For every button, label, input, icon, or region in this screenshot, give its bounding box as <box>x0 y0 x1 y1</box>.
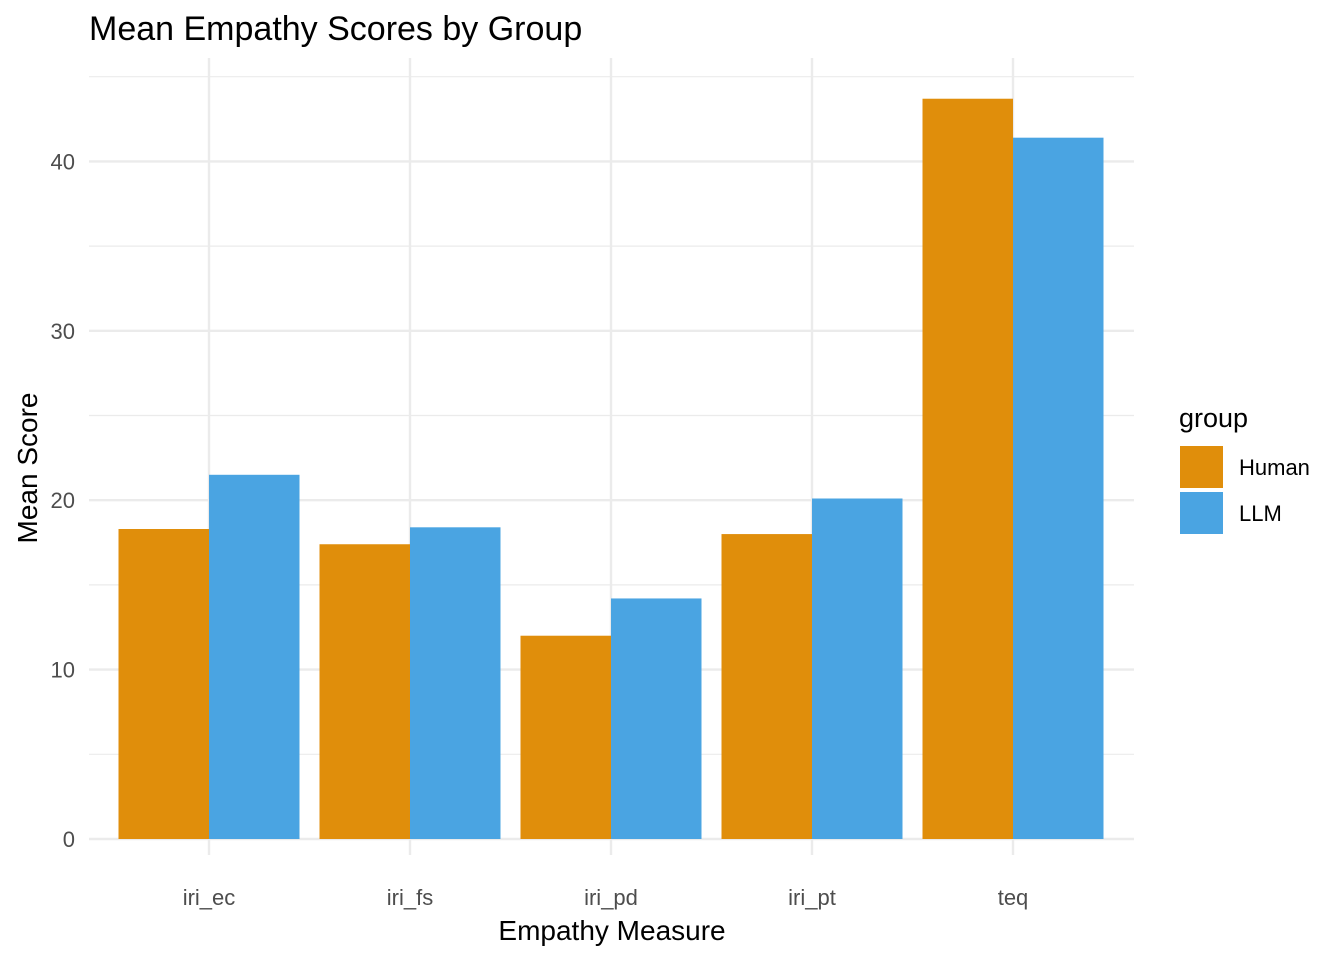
y-tick-label: 40 <box>51 149 75 174</box>
bar-llm-teq <box>1013 137 1104 839</box>
x-axis-ticks: iri_ec iri_fs iri_pd iri_pt teq <box>183 885 1029 910</box>
y-axis-ticks: 0 10 20 30 40 <box>51 149 75 852</box>
x-tick-label: teq <box>998 885 1029 910</box>
bar-human-iri_ec <box>118 528 209 839</box>
y-tick-label: 0 <box>63 827 75 852</box>
y-axis-title: Mean Score <box>12 393 43 544</box>
x-tick-label: iri_pd <box>584 885 638 910</box>
y-tick-label: 20 <box>51 488 75 513</box>
legend-items: Human LLM <box>1180 446 1310 534</box>
legend-swatch-human <box>1180 446 1223 488</box>
bar-human-iri_fs <box>319 544 410 839</box>
bars <box>118 98 1104 840</box>
x-tick-label: iri_ec <box>183 885 236 910</box>
y-tick-label: 30 <box>51 319 75 344</box>
chart-title: Mean Empathy Scores by Group <box>89 10 582 48</box>
bar-human-iri_pd <box>520 635 611 839</box>
legend-title: group <box>1179 403 1248 433</box>
y-tick-label: 10 <box>51 658 75 683</box>
legend-label-llm: LLM <box>1239 501 1282 526</box>
x-tick-label: iri_pt <box>788 885 836 910</box>
legend-swatch-llm <box>1180 492 1223 534</box>
bar-llm-iri_fs <box>410 527 501 839</box>
bar-llm-iri_pd <box>611 598 702 839</box>
bar-llm-iri_ec <box>209 474 300 839</box>
legend-label-human: Human <box>1239 455 1310 480</box>
x-axis-title: Empathy Measure <box>498 915 725 946</box>
bar-human-iri_pt <box>721 534 812 839</box>
bar-llm-iri_pt <box>812 498 903 839</box>
bar-human-teq <box>922 98 1013 840</box>
x-tick-label: iri_fs <box>387 885 433 910</box>
legend: group Human LLM <box>1179 403 1310 534</box>
